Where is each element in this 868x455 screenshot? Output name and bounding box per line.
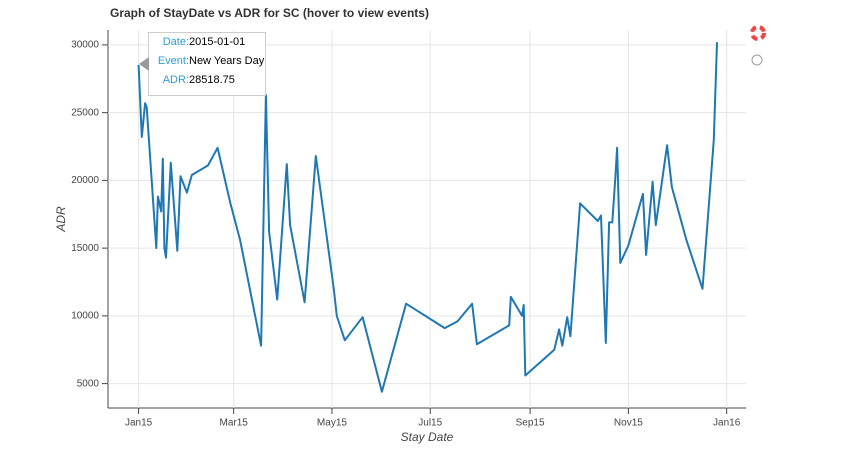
y-tick-label: 30000 [71,40,99,51]
y-tick-label: 10000 [71,311,99,322]
hover-tool[interactable] [751,54,763,66]
tooltip-key: Event: [157,55,189,67]
y-tick-label: 5000 [77,378,100,389]
y-tick-label: 15000 [71,243,99,254]
y-tick-label: 20000 [71,175,99,186]
tooltip-key: ADR: [162,74,189,86]
x-tick-label: Jan15 [125,418,153,429]
x-tick-label: Mar15 [219,418,248,429]
x-tick-label: Nov15 [614,418,643,429]
x-axis-label: Stay Date [401,430,454,444]
x-tick-label: Jan16 [713,418,741,429]
y-axis-label: ADR [54,206,68,233]
toolbar [750,25,766,66]
chart-title: Graph of StayDate vs ADR for SC (hover t… [110,6,429,20]
tooltip: Date:2015-01-01 Event:New Years Day ADR:… [148,32,266,96]
tooltip-row: Date:2015-01-01 [149,36,265,52]
data-line [137,42,718,393]
tooltip-value: 2015-01-01 [189,36,246,48]
tooltip-row: ADR:28518.75 [149,74,265,90]
tooltip-value: 28518.75 [189,74,235,86]
x-tick-label: Sep15 [516,418,545,429]
y-tick-label: 25000 [71,107,99,118]
x-tick-label: Jul15 [418,418,442,429]
tooltip-row: Event:New Years Day [149,55,265,71]
tooltip-key: Date: [162,36,189,48]
tooltip-value: New Years Day [189,55,265,67]
x-tick-label: May15 [317,418,347,429]
tooltip-pointer [139,57,149,71]
bokeh-logo[interactable] [750,25,766,41]
